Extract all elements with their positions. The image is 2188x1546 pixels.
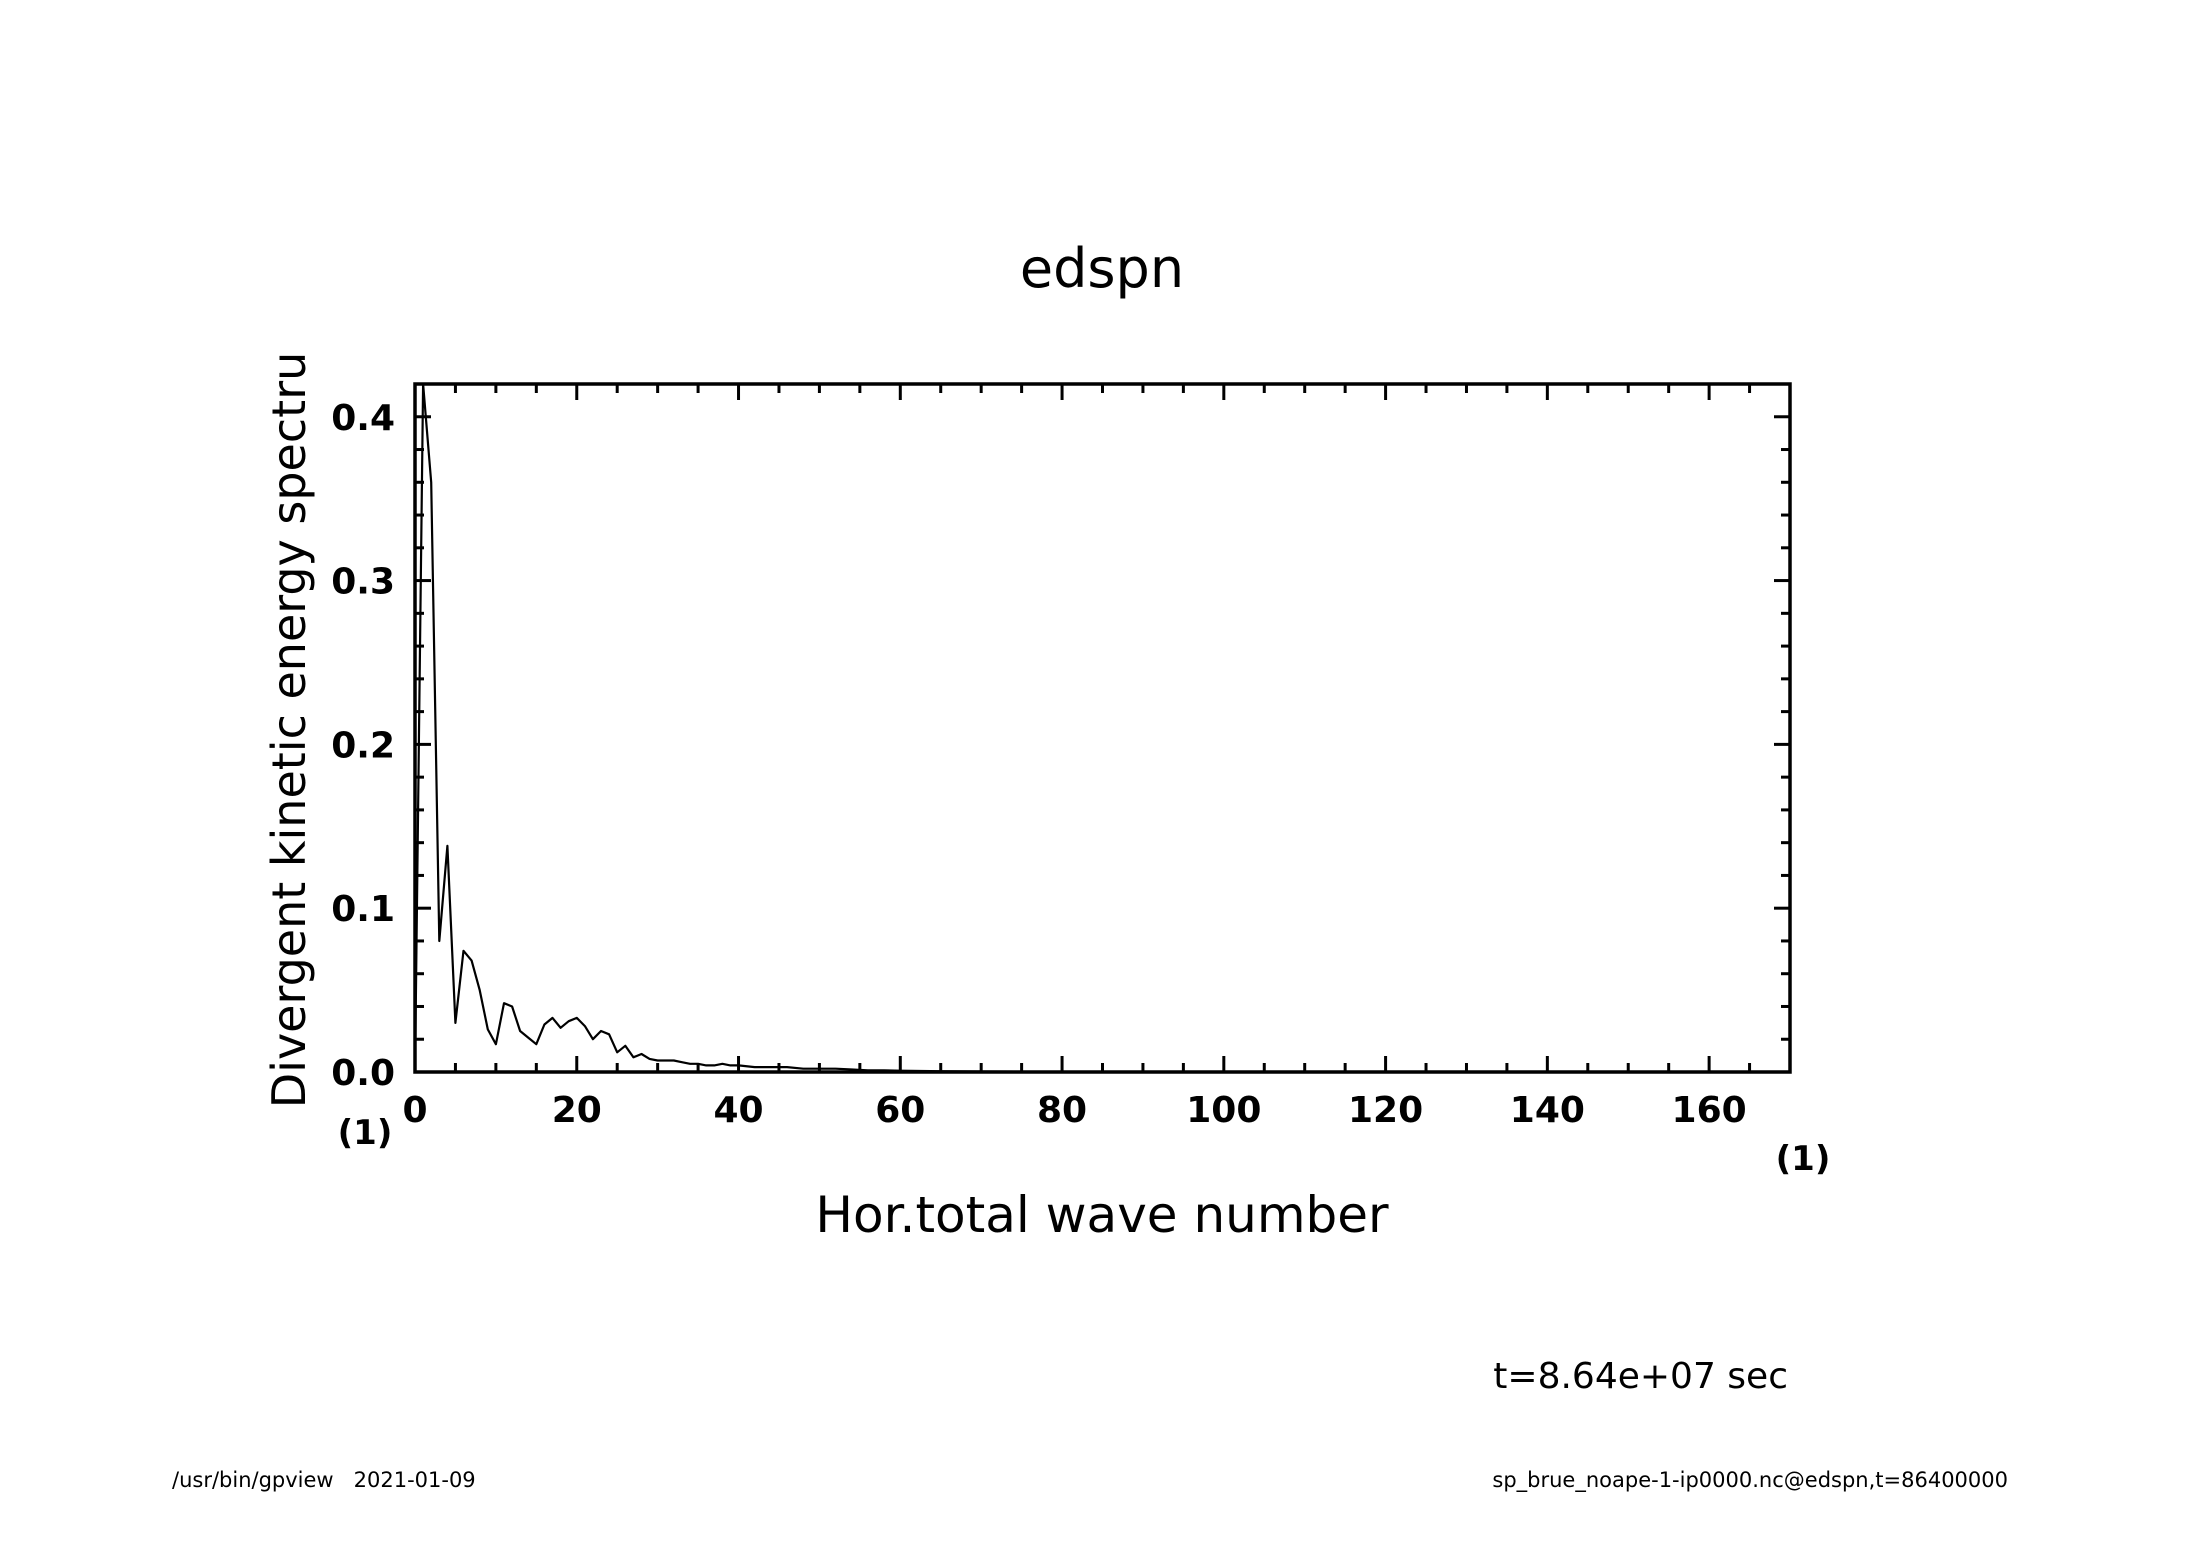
footer-right-info: sp_brue_noape-1-ip0000.nc@edspn,t=864000…: [1492, 1468, 2008, 1493]
x-tick-label: 80: [1037, 1090, 1087, 1131]
x-tick-label: 140: [1510, 1090, 1585, 1131]
chart-title: edspn: [1020, 237, 1184, 300]
plot-frame: [413, 382, 1792, 1074]
spectrum-line: [413, 382, 1790, 1074]
y-tick-label: 0.0: [331, 1053, 395, 1094]
x-tick-label: 60: [875, 1090, 925, 1131]
x-tick-label: 40: [713, 1090, 763, 1131]
y-axis-unit: (1): [338, 1113, 393, 1153]
x-tick-label: 20: [552, 1090, 602, 1131]
y-tick-label: 0.4: [331, 398, 395, 439]
y-axis-label: Divergent kinetic energy spectru: [262, 352, 316, 1109]
x-axis-unit: (1): [1776, 1139, 1831, 1179]
x-tick-label: 0: [402, 1090, 427, 1131]
x-tick-label: 160: [1672, 1090, 1747, 1131]
time-label: t=8.64e+07 sec: [1493, 1356, 1788, 1397]
y-tick-label: 0.1: [331, 889, 395, 930]
x-tick-label: 100: [1186, 1090, 1261, 1131]
x-axis-label: Hor.total wave number: [815, 1186, 1389, 1244]
y-tick-label: 0.3: [331, 562, 395, 603]
x-tick-label: 120: [1348, 1090, 1423, 1131]
y-tick-label: 0.2: [331, 725, 395, 766]
footer-left-info: /usr/bin/gpview 2021-01-09: [172, 1468, 476, 1492]
